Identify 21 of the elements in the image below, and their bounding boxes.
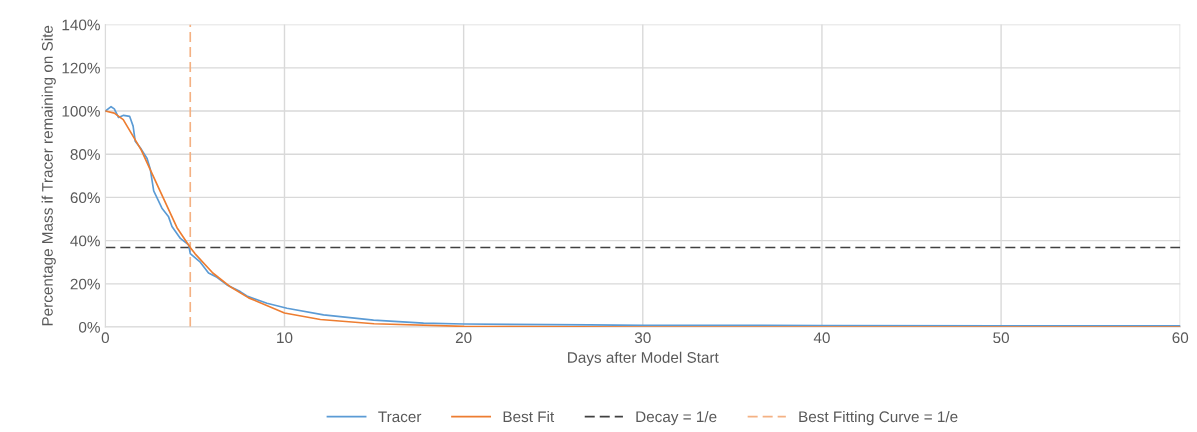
x-tick-label: 50 [993, 332, 1009, 344]
legend-label: Best Fit [503, 410, 555, 423]
x-tick-label: 0 [101, 332, 109, 344]
legend-label: Tracer [378, 411, 422, 423]
y-tick-label: 100% [62, 105, 100, 117]
y-tick-label: 20% [70, 278, 100, 290]
y-tick-label: 140% [62, 19, 100, 31]
x-tick-label: 60 [1172, 332, 1189, 344]
x-tick-label: 20 [455, 332, 472, 344]
y-tick-label: 0% [78, 321, 100, 333]
legend-label: Decay = 1/e [636, 410, 717, 426]
x-tick-label: 10 [277, 332, 293, 344]
y-tick-label: 40% [70, 235, 100, 247]
y-axis-title: Percentage Mass if Tracer remaining on Site [41, 25, 56, 326]
x-tick-label: 40 [813, 332, 830, 344]
x-tick-label: 30 [634, 332, 651, 344]
x-axis-title: Days after Model Start [568, 351, 719, 366]
y-tick-label: 60% [70, 192, 100, 204]
y-tick-label: 120% [62, 62, 100, 74]
y-tick-label: 80% [70, 149, 100, 160]
legend-label: Best Fitting Curve = 1/e [799, 410, 958, 426]
